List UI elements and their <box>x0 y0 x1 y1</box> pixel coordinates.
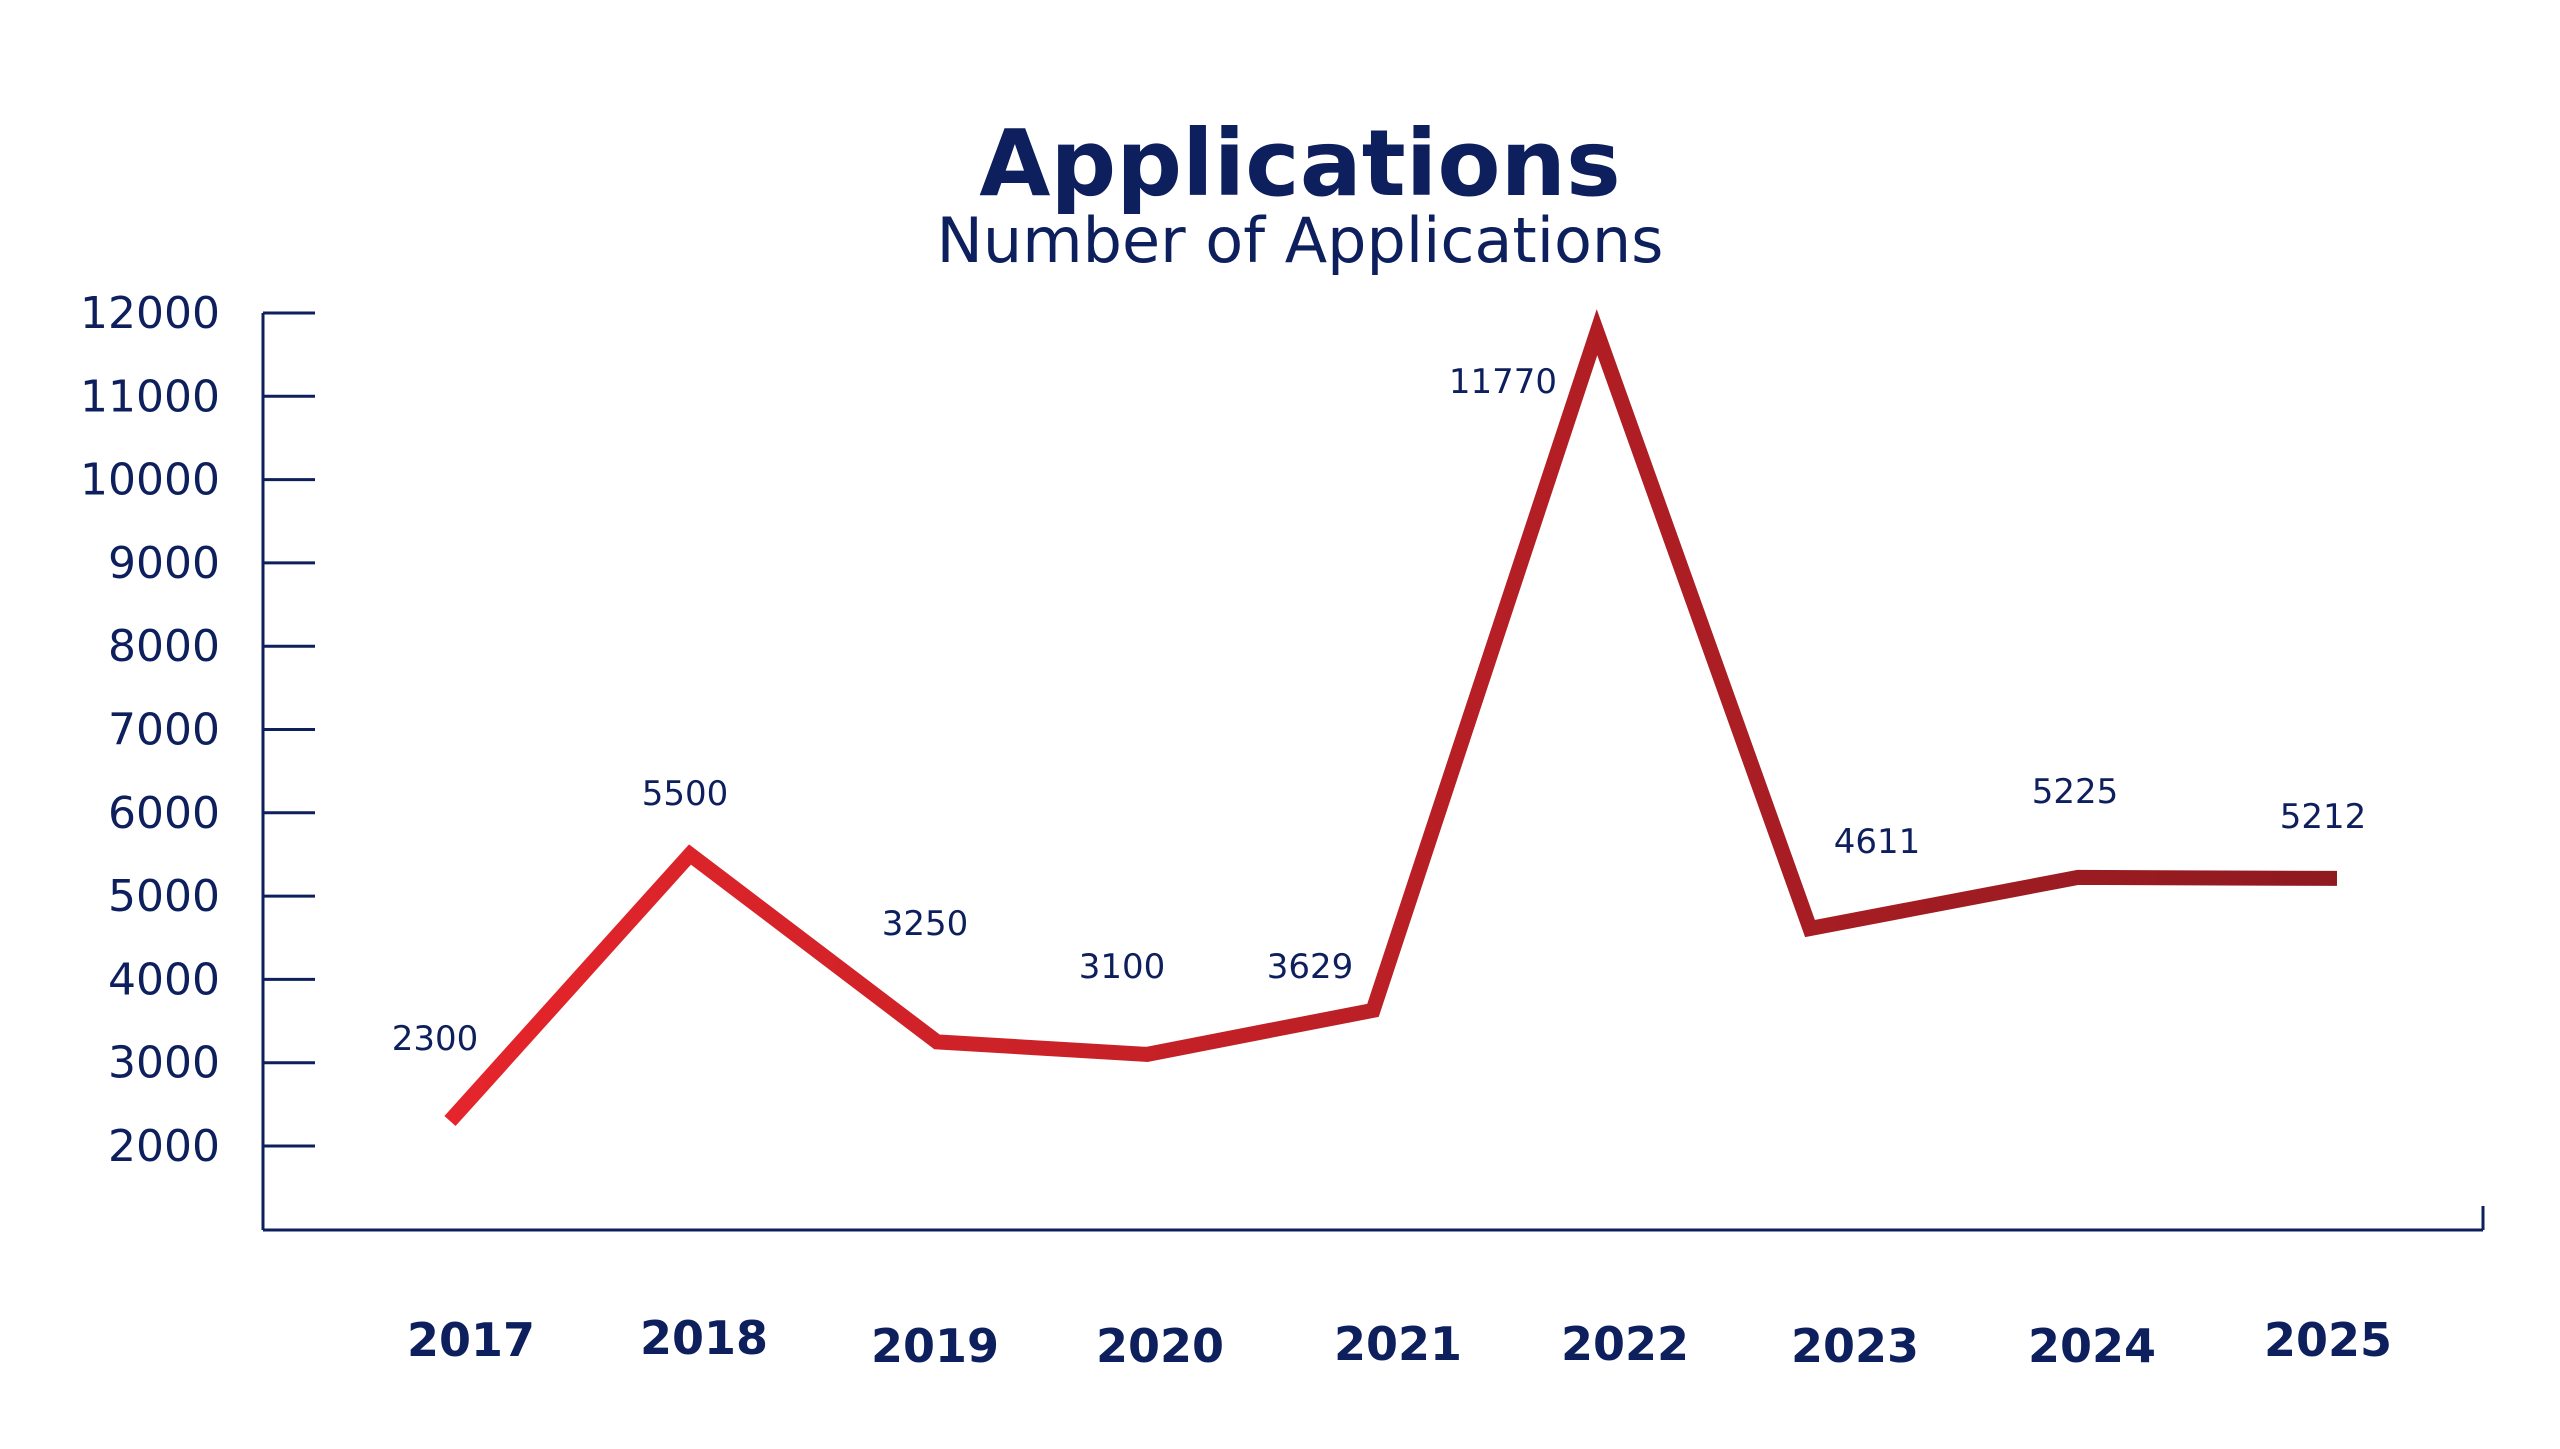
data-label: 5500 <box>642 774 729 814</box>
x-tick-label: 2019 <box>871 1319 999 1373</box>
data-label: 3250 <box>882 904 969 944</box>
x-tick-label: 2020 <box>1096 1319 1224 1373</box>
data-label: 4611 <box>1834 822 1921 862</box>
x-tick-label: 2018 <box>640 1311 768 1365</box>
y-tick-label: 6000 <box>108 788 220 839</box>
y-tick-label: 2000 <box>108 1121 220 1172</box>
y-tick-label: 4000 <box>108 954 220 1005</box>
y-tick-label: 8000 <box>108 621 220 672</box>
axes <box>261 313 2485 1232</box>
data-labels: 2300 5500 3250 3100 3629 11770 4611 5225 5212 <box>392 362 2367 1059</box>
y-tick-label: 3000 <box>108 1038 220 1089</box>
x-axis-ticks: 2017 2018 2019 2020 2021 2022 2023 2024 2025 <box>407 1311 2392 1373</box>
data-label: 11770 <box>1449 362 1557 402</box>
y-axis-ticks: 2000 3000 4000 5000 6000 7000 8000 9000 10000 110… <box>80 288 315 1172</box>
x-tick-label: 2022 <box>1561 1317 1689 1371</box>
y-tick-label: 11000 <box>80 371 220 422</box>
series-polyline <box>444 309 2338 1127</box>
y-tick-label: 5000 <box>108 871 220 922</box>
x-tick-label: 2024 <box>2028 1319 2156 1373</box>
chart-title: Applications <box>979 110 1621 217</box>
chart-subtitle: Number of Applications <box>937 204 1664 277</box>
x-tick-label: 2017 <box>407 1313 535 1367</box>
data-label: 5225 <box>2032 772 2119 812</box>
y-tick-label: 10000 <box>80 455 220 506</box>
data-label: 5212 <box>2280 797 2367 837</box>
x-tick-label: 2021 <box>1334 1317 1462 1371</box>
y-tick-label: 9000 <box>108 538 220 589</box>
data-label: 3100 <box>1079 947 1166 987</box>
series-line <box>444 309 2338 1127</box>
x-tick-label: 2025 <box>2264 1313 2392 1367</box>
data-label: 2300 <box>392 1019 479 1059</box>
x-tick-label: 2023 <box>1791 1319 1919 1373</box>
y-tick-label: 12000 <box>80 288 220 339</box>
y-tick-label: 7000 <box>108 705 220 756</box>
data-label: 3629 <box>1267 947 1354 987</box>
